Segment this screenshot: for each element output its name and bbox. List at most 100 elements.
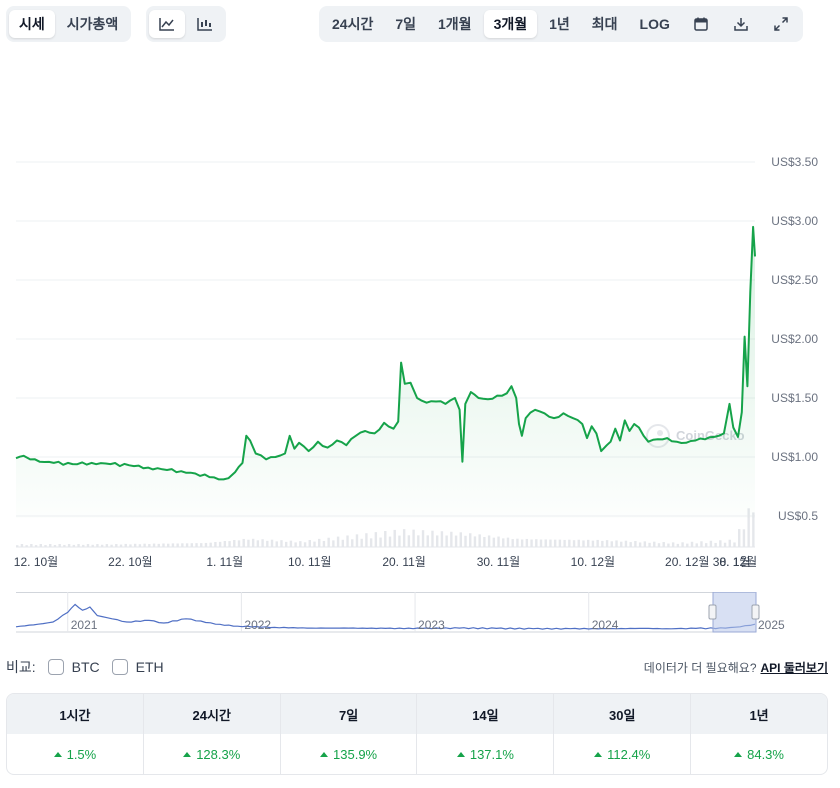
volume-bar <box>30 544 33 547</box>
range-24h[interactable]: 24시간 <box>332 16 374 32</box>
volume-bar <box>209 542 212 547</box>
navigator-year-label: 2023 <box>418 618 445 632</box>
volume-bar <box>520 539 524 547</box>
volume-bar <box>138 544 142 547</box>
x-tick-label: 22. 10월 <box>108 555 152 569</box>
volume-bar <box>454 535 458 547</box>
caret-up-icon <box>320 752 329 757</box>
price-change-table: 1시간 24시간 7일 14일 30일 1년 1.5% 128.3% 135.9… <box>6 693 828 775</box>
volume-bar <box>497 536 500 547</box>
download-icon <box>734 18 748 31</box>
volume-bar <box>709 540 713 547</box>
download-button[interactable] <box>722 10 760 38</box>
checkbox-box[interactable] <box>47 659 64 675</box>
tab-market-cap[interactable]: 시가총액 <box>66 16 119 32</box>
fullscreen-button[interactable] <box>762 10 800 38</box>
compare-eth-label: ETH <box>135 659 164 675</box>
y-tick-label: US$1.50 <box>771 391 818 405</box>
volume-bar <box>299 541 302 547</box>
line-chart-icon <box>159 18 174 31</box>
compare-eth-checkbox[interactable]: ETH <box>111 659 164 675</box>
api-link[interactable]: API 둘러보기 <box>760 660 829 675</box>
volume-bar <box>72 544 76 547</box>
range-3m[interactable]: 3개월 <box>483 10 538 38</box>
volume-bar <box>39 544 42 547</box>
range-max[interactable]: 최대 <box>591 16 618 32</box>
volume-bar <box>539 539 543 547</box>
y-tick-label: US$3.50 <box>771 155 818 169</box>
candlestick-chart-button[interactable] <box>187 10 223 38</box>
volume-bar <box>214 541 217 547</box>
volume-bar <box>431 530 434 547</box>
range-1y[interactable]: 1년 <box>549 16 570 32</box>
volume-bar <box>129 544 132 547</box>
volume-bars <box>16 508 755 547</box>
volume-bar <box>228 541 231 547</box>
log-scale-toggle[interactable]: LOG <box>639 16 670 32</box>
volume-bar <box>445 535 448 547</box>
change-24h-value: 128.3% <box>196 747 241 762</box>
volume-bar <box>747 508 750 547</box>
volume-bar <box>620 541 623 547</box>
volume-bar <box>738 529 741 547</box>
api-promo-text: 데이터가 더 필요해요? <box>643 660 757 675</box>
volume-bar <box>629 542 632 547</box>
navigator-year-label: 2021 <box>71 618 98 632</box>
caret-up-icon <box>53 752 62 757</box>
volume-bar <box>242 538 245 547</box>
calendar-button[interactable] <box>682 10 720 38</box>
navigator-year-grid <box>16 592 755 633</box>
volume-bar <box>261 539 264 547</box>
price-chart[interactable]: CoinGecko US$3.50US$3.00US$2.50US$2.00US… <box>0 60 840 580</box>
volume-bar <box>148 544 151 547</box>
volume-bar <box>723 542 727 547</box>
y-tick-label: US$2.50 <box>771 273 818 287</box>
volume-bar <box>487 535 491 547</box>
change-14d-value: 137.1% <box>469 747 514 762</box>
volume-bar <box>115 544 118 547</box>
volume-bar <box>516 538 519 547</box>
volume-bar <box>407 535 411 547</box>
volume-bar <box>426 535 429 547</box>
change-7d-value: 135.9% <box>333 747 378 762</box>
y-tick-label: US$1.00 <box>771 450 818 464</box>
volume-bar <box>284 541 288 547</box>
tab-price[interactable]: 시세 <box>9 10 55 38</box>
volume-bar <box>341 539 345 547</box>
volume-bar <box>671 542 675 547</box>
line-chart-button[interactable] <box>149 10 185 38</box>
volume-bar <box>568 539 571 547</box>
volume-bar <box>704 543 708 547</box>
checkbox-box[interactable] <box>111 659 128 675</box>
volume-bar <box>478 534 481 547</box>
header-1y: 1년 <box>690 694 827 734</box>
volume-bar <box>563 539 566 547</box>
navigator-left-handle[interactable] <box>708 604 717 620</box>
volume-bar <box>657 543 661 547</box>
volume-bar <box>728 539 731 547</box>
range-7d[interactable]: 7일 <box>395 16 417 32</box>
range-1m[interactable]: 1개월 <box>438 16 472 32</box>
volume-bar <box>435 535 439 547</box>
volume-bar <box>157 543 160 547</box>
volume-bar <box>653 541 656 547</box>
navigator-right-handle[interactable] <box>751 604 760 620</box>
volume-bar <box>553 539 557 547</box>
volume-bar <box>200 543 203 547</box>
volume-bar <box>379 537 382 547</box>
volume-bar <box>256 540 260 547</box>
volume-bar <box>34 545 38 547</box>
volume-bar <box>412 529 415 547</box>
navigator-selection[interactable] <box>712 592 757 633</box>
volume-bar <box>133 543 137 547</box>
navigator-year-labels: 2021 2022 2023 2024 2025 <box>71 618 785 632</box>
compare-btc-checkbox[interactable]: BTC <box>47 659 100 675</box>
volume-bar <box>610 541 613 547</box>
header-1h: 1시간 <box>59 707 91 723</box>
volume-bar <box>667 543 670 547</box>
volume-bar <box>313 541 316 547</box>
volume-bar <box>402 529 406 547</box>
volume-bar <box>322 540 326 547</box>
volume-bar <box>63 544 66 547</box>
range-navigator[interactable]: 2021 2022 2023 2024 2025 <box>0 592 840 636</box>
